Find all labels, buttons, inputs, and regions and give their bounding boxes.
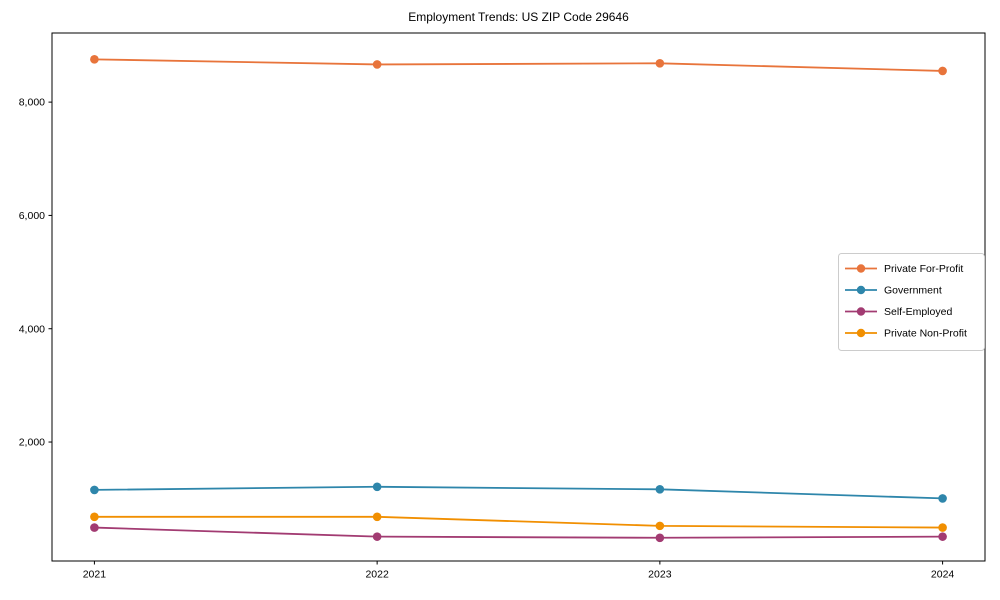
data-point-self-employed-2021 — [90, 523, 99, 532]
data-point-private-for-profit-2021 — [90, 55, 99, 64]
data-point-private-non-profit-2022 — [372, 512, 382, 522]
data-point-government-2023 — [655, 485, 665, 494]
y-tick-label: 4,000 — [19, 323, 45, 335]
data-point-government-2024 — [938, 494, 947, 503]
legend-label: Government — [884, 285, 942, 297]
data-point-private-non-profit-2023 — [655, 521, 665, 531]
y-axis: 2,000 4,000 6,000 8,000 — [19, 97, 52, 449]
data-point-self-employed-2023 — [655, 533, 665, 543]
y-tick-label: 6,000 — [19, 210, 45, 222]
series-line-self-employed — [94, 526, 943, 539]
legend-marker-private-for-profit — [856, 264, 866, 273]
data-point-private-for-profit-2022 — [372, 60, 382, 69]
x-tick-label: 2022 — [365, 569, 389, 581]
data-point-self-employed-2022 — [372, 532, 382, 541]
legend-label: Private For-Profit — [884, 263, 963, 275]
series-line-private-non-profit — [94, 515, 943, 529]
data-point-private-for-profit-2023 — [655, 59, 665, 68]
legend-label: Private Non-Profit — [884, 328, 967, 340]
legend-label: Self-Employed — [884, 306, 952, 318]
legend-marker-self-employed — [856, 307, 866, 316]
legend-item-government: Government — [845, 285, 942, 297]
series-layer — [90, 55, 947, 543]
data-point-government-2021 — [90, 485, 99, 495]
legend-item-private-non-profit: Private Non-Profit — [845, 328, 967, 340]
data-point-self-employed-2024 — [938, 532, 947, 541]
legend-item-self-employed: Self-Employed — [845, 306, 952, 318]
data-point-private-non-profit-2024 — [938, 523, 947, 532]
x-tick-label: 2023 — [648, 569, 672, 581]
x-axis: 2021 2022 2023 2024 — [83, 561, 955, 581]
data-point-private-non-profit-2021 — [90, 512, 99, 522]
y-tick-label: 2,000 — [19, 437, 45, 449]
x-tick-label: 2024 — [931, 569, 955, 581]
series-line-government — [94, 485, 943, 500]
y-tick-label: 8,000 — [19, 97, 45, 109]
legend-marker-private-non-profit — [856, 328, 866, 338]
legend-box — [838, 253, 985, 351]
legend-marker-government — [856, 285, 866, 295]
data-point-government-2022 — [372, 482, 382, 492]
legend-item-private-for-profit: Private For-Profit — [845, 263, 963, 275]
legend: Private For-Profit Government Self-Employe… — [838, 253, 985, 351]
series-line-private-for-profit — [94, 58, 943, 72]
chart-title: Employment Trends: US ZIP Code 29646 — [408, 10, 629, 24]
data-point-private-for-profit-2024 — [938, 66, 947, 76]
x-tick-label: 2021 — [83, 569, 107, 581]
